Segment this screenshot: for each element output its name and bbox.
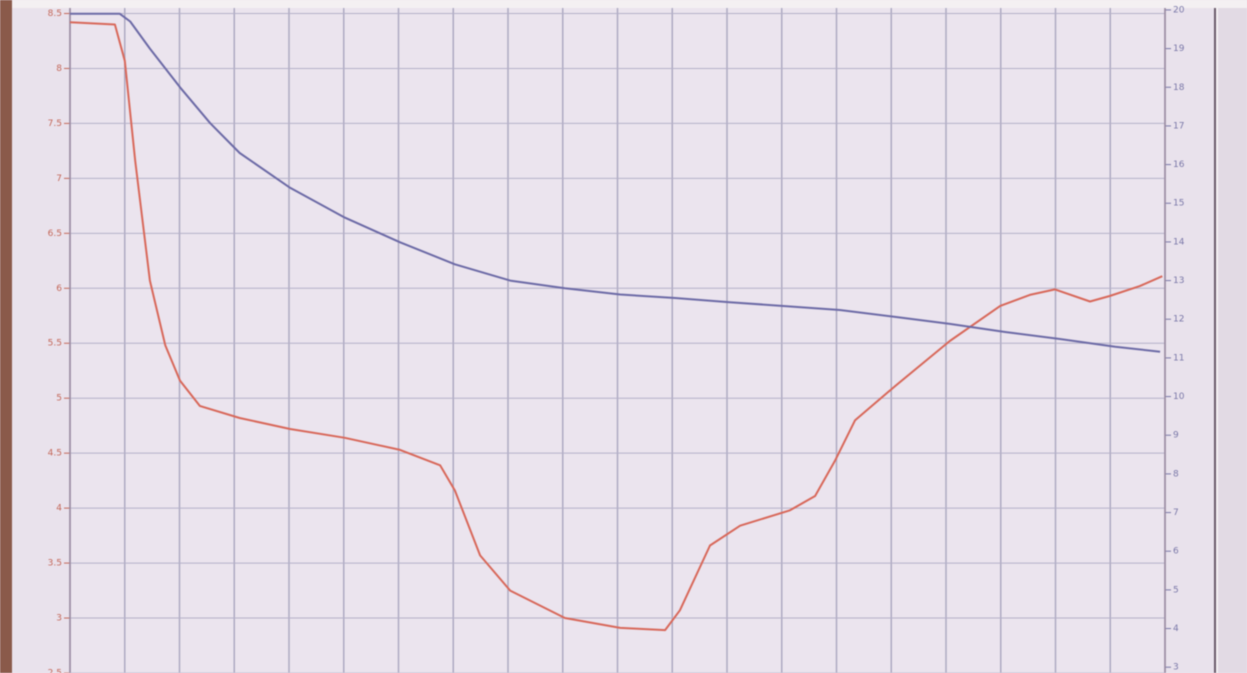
y-tick-label: 3 xyxy=(56,614,62,624)
y2-tick-label: 19 xyxy=(1173,44,1185,54)
y2-tick-label: 10 xyxy=(1173,392,1185,402)
y2-tick-label: 8 xyxy=(1173,469,1179,479)
y2-tick-label: 6 xyxy=(1173,547,1179,557)
y-tick-label: 2.5 xyxy=(48,669,62,673)
y-tick-label: 5.5 xyxy=(48,339,62,349)
y2-tick-label: 11 xyxy=(1173,353,1184,363)
series-line xyxy=(69,21,1163,632)
y-tick-label: 7 xyxy=(56,174,62,184)
y2-tick-label: 12 xyxy=(1173,315,1184,325)
y2-tick-label: 5 xyxy=(1173,585,1179,595)
lines xyxy=(69,12,1163,632)
y-tick-label: 4 xyxy=(56,504,62,514)
y-tick-label: 5 xyxy=(56,394,62,404)
y2-tick-label: 9 xyxy=(1173,431,1179,441)
y2-tick-label: 14 xyxy=(1173,237,1185,247)
y2-tick-label: 15 xyxy=(1173,199,1184,209)
y2-tick-label: 18 xyxy=(1173,83,1185,93)
y-tick-label: 7.5 xyxy=(48,119,62,129)
y2-tick-label: 17 xyxy=(1173,121,1184,131)
y-tick-label: 3.5 xyxy=(48,559,62,569)
y2-tick-label: 7 xyxy=(1173,508,1179,518)
tick-labels: 2.5 3 3.5 4 4.5 5 5.5 6 6.5 7 7.5 8 8.5 3 4 5 6 7 8 9 10 11 12… xyxy=(48,5,1185,673)
y-tick-label: 6.5 xyxy=(48,229,62,239)
y-tick-label: 8.5 xyxy=(48,9,62,19)
screen-edge xyxy=(0,0,12,673)
y-tick-label: 6 xyxy=(56,284,62,294)
y2-tick-label: 16 xyxy=(1173,160,1185,170)
y2-tick-label: 20 xyxy=(1173,5,1185,15)
y2-tick-label: 3 xyxy=(1173,663,1179,673)
y2-tick-label: 4 xyxy=(1173,624,1179,634)
y2-tick-label: 13 xyxy=(1173,276,1184,286)
y-tick-label: 4.5 xyxy=(48,449,62,459)
side-list xyxy=(1218,8,1247,673)
series-line xyxy=(70,12,1161,353)
grid xyxy=(64,8,1171,673)
y-tick-label: 8 xyxy=(56,64,62,74)
